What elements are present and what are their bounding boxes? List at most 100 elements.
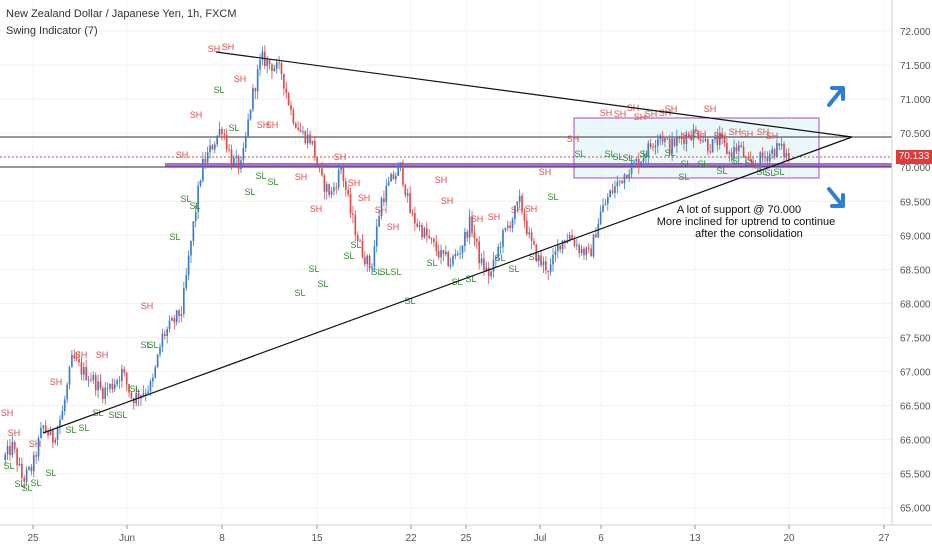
candle-body: [123, 368, 126, 373]
swing-high-label: SH: [75, 350, 88, 360]
candle-body: [106, 387, 109, 389]
candle-body: [352, 213, 354, 216]
candle-body: [51, 430, 54, 443]
candle-body: [530, 232, 533, 242]
candle-body: [97, 381, 99, 391]
x-tick-label: 15: [311, 533, 323, 544]
candle-body: [590, 248, 592, 257]
candle-body: [587, 247, 590, 249]
candle-body: [385, 185, 388, 203]
triangle-lower-trendline: [42, 136, 853, 434]
candle-body: [202, 158, 204, 181]
candle-body: [768, 153, 771, 162]
candle-body: [337, 170, 340, 188]
swing-low-label: SL: [574, 149, 585, 159]
symbol-title[interactable]: New Zealand Dollar / Japanese Yen, 1h, F…: [6, 8, 237, 20]
candle-body: [23, 478, 26, 482]
candle-body: [437, 251, 440, 258]
candle-body: [440, 250, 442, 258]
candle-body: [168, 320, 171, 330]
swing-low-label: SL: [317, 279, 328, 289]
candle-body: [780, 143, 783, 146]
candle-body: [383, 198, 385, 203]
swing-low-label: SL: [764, 168, 775, 178]
swing-low-label: SL: [756, 167, 767, 177]
candle-body: [240, 160, 242, 170]
candle-body: [18, 463, 21, 466]
grid-lines: [0, 0, 892, 525]
candle-body: [340, 167, 342, 171]
candle-body: [611, 190, 614, 193]
candle-body: [473, 233, 476, 239]
swing-low-label: SL: [680, 159, 691, 169]
candle-body: [478, 241, 481, 264]
time-axis[interactable]: 25 Jun 8 15 22 25 Jul 6 13 20 27: [27, 525, 890, 544]
candle-body: [333, 187, 335, 192]
candle-body: [354, 215, 357, 236]
candle-body: [187, 255, 190, 276]
swing-high-label: SH: [567, 134, 580, 144]
candle-body: [540, 255, 542, 266]
candle-body: [597, 223, 600, 238]
candle-body: [397, 166, 400, 176]
candle-body: [645, 156, 647, 159]
swing-low-label: SL: [379, 267, 390, 277]
candle-body: [68, 367, 71, 385]
indicator-label[interactable]: Swing Indicator (7): [6, 25, 98, 37]
swing-low-label: SL: [731, 156, 742, 166]
candle-body: [745, 156, 747, 158]
y-tick-label: 71.500: [900, 61, 931, 72]
swing-low-label: SL: [147, 340, 158, 350]
candle-body: [778, 143, 781, 146]
candle-body: [599, 211, 602, 224]
candle-body: [313, 140, 316, 158]
swing-high-label: SH: [208, 44, 221, 54]
candle-body: [737, 145, 740, 152]
swing-high-label: SH: [614, 109, 627, 119]
candle-body: [390, 173, 392, 182]
candle-body: [733, 147, 735, 158]
candle-body: [197, 185, 199, 212]
swing-low-label: SL: [639, 149, 650, 159]
candle-body: [223, 134, 226, 136]
candle-body: [99, 381, 102, 389]
candle-body: [194, 211, 197, 222]
annotation: A lot of support @ 70.000 More inclined …: [657, 204, 836, 240]
candle-body: [211, 145, 214, 150]
candle-body: [757, 164, 759, 167]
y-tick-label: 67.000: [900, 368, 931, 379]
candle-body: [387, 181, 390, 186]
candle-body: [159, 347, 161, 355]
candle-body: [447, 251, 450, 266]
candle-body: [711, 139, 714, 153]
candle-body: [454, 253, 457, 257]
candle-body: [742, 146, 745, 158]
candle-body: [254, 88, 257, 92]
candle-body: [776, 143, 778, 157]
swing-high-label: SH: [295, 172, 308, 182]
candle-body: [375, 226, 378, 247]
swing-high-label: SH: [375, 205, 388, 215]
swing-low-label: SL: [267, 177, 278, 187]
candle-body: [561, 240, 564, 250]
candle-body: [664, 138, 666, 142]
swing-low-label: SL: [371, 267, 382, 277]
candle-body: [764, 156, 766, 158]
x-tick-label: Jul: [534, 533, 547, 544]
swing-high-label: SH: [8, 428, 21, 438]
candle-body: [704, 139, 707, 141]
candle-body: [242, 147, 245, 161]
candle-body: [411, 213, 414, 215]
swing-low-label: SL: [426, 258, 437, 268]
swing-high-label: SH: [471, 214, 484, 224]
candle-body: [287, 93, 290, 106]
price-axis[interactable]: 72.000 71.500 71.000 70.500 70.000 69.500 69.0…: [900, 27, 931, 515]
candle-body: [116, 380, 118, 385]
candle-body: [511, 219, 514, 229]
swing-high-label: SH: [441, 196, 454, 206]
candle-body: [228, 149, 230, 151]
candle-body: [347, 189, 350, 195]
swing-low-label: SL: [664, 148, 675, 158]
